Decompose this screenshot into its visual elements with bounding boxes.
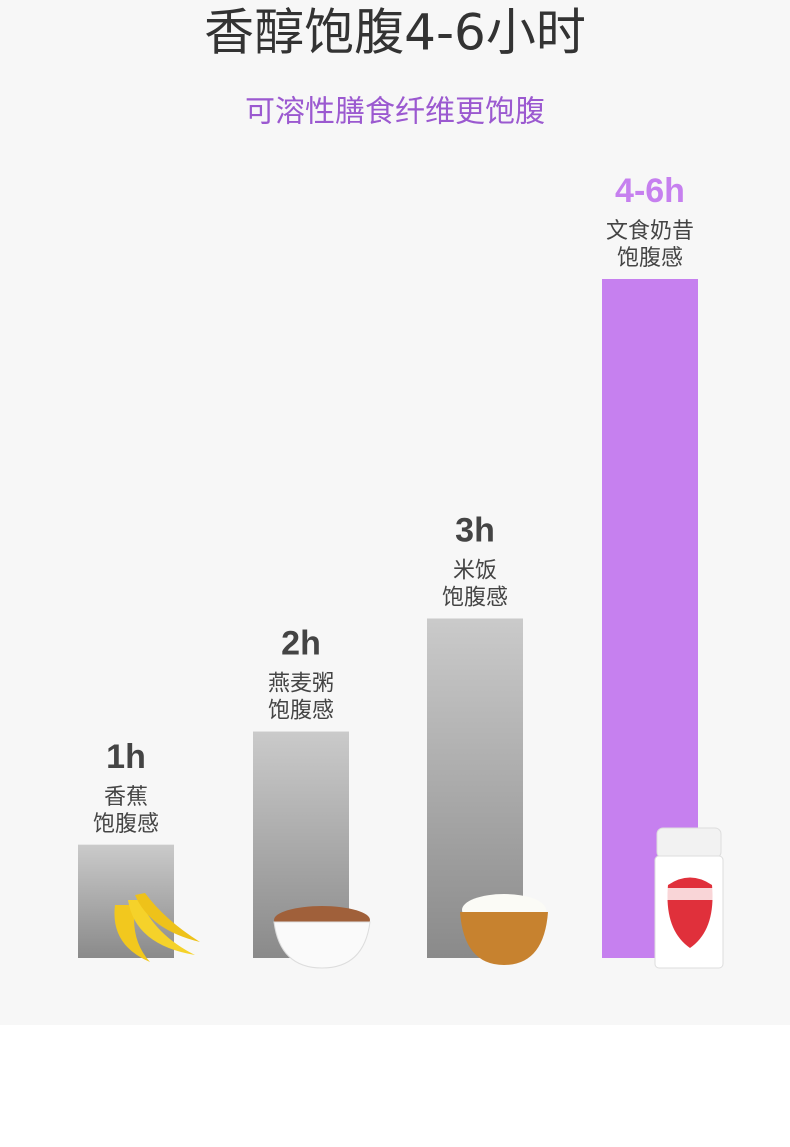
bowl (460, 912, 548, 965)
category-label: 米饭 (453, 559, 497, 584)
jar-label (662, 888, 716, 900)
category-label: 燕麦粥 (268, 672, 334, 697)
chart-subtitle: 可溶性膳食纤维更饱腹 (245, 95, 545, 130)
value-label: 4-6h (615, 172, 685, 210)
banana (114, 905, 150, 962)
chart-title: 香醇饱腹4-6小时 (204, 4, 586, 62)
bowl (273, 921, 371, 969)
banana (128, 900, 195, 955)
food-images (114, 827, 724, 969)
category-label: 香蕉 (104, 785, 148, 810)
value-label: 1h (106, 738, 146, 776)
banana (135, 893, 200, 942)
value-label: 2h (281, 625, 321, 663)
category-label: 饱腹感 (617, 246, 683, 271)
category-label: 饱腹感 (442, 586, 508, 611)
jar-lid (656, 827, 722, 859)
category-label: 文食奶昔 (606, 219, 694, 244)
value-label: 3h (455, 511, 495, 549)
category-label: 饱腹感 (268, 699, 334, 724)
category-label: 饱腹感 (93, 812, 159, 837)
